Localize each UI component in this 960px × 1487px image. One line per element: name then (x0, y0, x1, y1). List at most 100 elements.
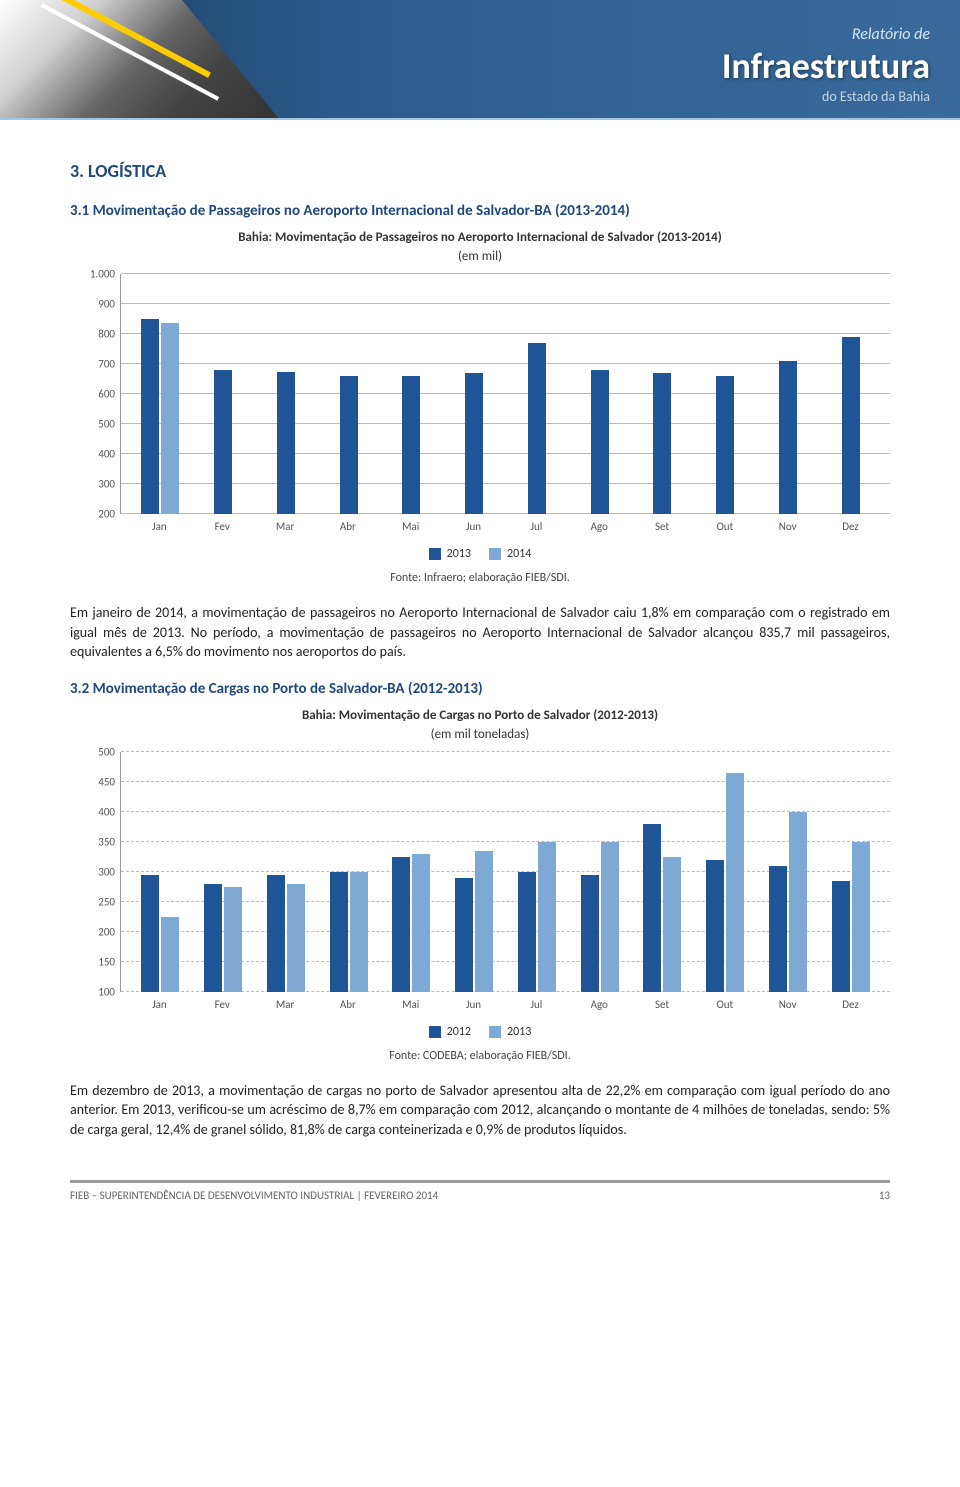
chart2-title: Bahia: Movimentação de Cargas no Porto d… (70, 708, 890, 723)
bar-group (192, 370, 255, 514)
x-tick-label: Jul (505, 998, 568, 1011)
x-tick-label: Fev (191, 998, 254, 1011)
y-tick-label: 800 (71, 328, 115, 341)
chart2-source: Fonte: CODEBA; elaboração FIEB/SDI. (70, 1049, 890, 1063)
bar (287, 884, 305, 992)
bar (475, 851, 493, 992)
bar (591, 370, 609, 514)
y-tick-label: 500 (71, 418, 115, 431)
bar (779, 361, 797, 514)
x-tick-label: Dez (819, 520, 882, 533)
chart2-plot-area: 100150200250300350400450500 (120, 752, 890, 992)
bar (653, 373, 671, 514)
y-tick-label: 400 (71, 448, 115, 461)
bar (277, 372, 295, 515)
y-tick-label: 300 (71, 865, 115, 878)
bar (726, 773, 744, 992)
bar (214, 370, 232, 514)
x-tick-label: Mai (379, 520, 442, 533)
legend-item: 2014 (489, 547, 531, 561)
bar-group (757, 361, 820, 514)
x-tick-label: Out (693, 520, 756, 533)
bar (518, 872, 536, 992)
paragraph-2: Em dezembro de 2013, a movimentação de c… (70, 1081, 890, 1140)
bar (538, 842, 556, 992)
bar (455, 878, 473, 992)
bar-group (694, 376, 757, 514)
y-tick-label: 300 (71, 478, 115, 491)
x-tick-label: Jan (128, 520, 191, 533)
x-tick-label: Nov (756, 998, 819, 1011)
bar-group (631, 824, 694, 992)
x-tick-label: Jun (442, 998, 505, 1011)
bar-group (694, 773, 757, 992)
header-title: Relatório de Infraestrutura do Estado da… (722, 25, 930, 105)
bar-group (380, 376, 443, 514)
x-tick-label: Nov (756, 520, 819, 533)
bar (161, 323, 179, 514)
y-tick-label: 350 (71, 835, 115, 848)
bar-group (443, 851, 506, 992)
y-tick-label: 1.000 (71, 268, 115, 281)
bar (832, 881, 850, 992)
y-tick-label: 200 (71, 508, 115, 521)
x-tick-label: Set (631, 520, 694, 533)
footer-page-number: 13 (879, 1189, 890, 1202)
y-tick-label: 250 (71, 895, 115, 908)
header-road-graphic (0, 0, 280, 120)
bar-group (317, 376, 380, 514)
bar-group (255, 875, 318, 992)
legend-label: 2013 (447, 547, 471, 561)
x-tick-label: Jan (128, 998, 191, 1011)
chart1-legend: 2013 2014 (70, 547, 890, 561)
bar-group (631, 373, 694, 514)
legend-swatch (489, 548, 501, 560)
bar (581, 875, 599, 992)
banner-pretitle: Relatório de (722, 25, 930, 44)
bar-group (380, 854, 443, 992)
bar (340, 376, 358, 514)
bar (392, 857, 410, 992)
bar (330, 872, 348, 992)
chart2-x-labels: JanFevMarAbrMaiJunJulAgoSetOutNovDez (120, 992, 890, 1011)
bar-group (506, 842, 569, 992)
paragraph-1: Em janeiro de 2014, a movimentação de pa… (70, 603, 890, 662)
x-tick-label: Abr (316, 998, 379, 1011)
y-tick-label: 500 (71, 745, 115, 758)
chart2: Bahia: Movimentação de Cargas no Porto d… (70, 708, 890, 1063)
bar-group (443, 373, 506, 514)
y-tick-label: 100 (71, 985, 115, 998)
x-tick-label: Set (631, 998, 694, 1011)
x-tick-label: Mar (254, 998, 317, 1011)
bar (412, 854, 430, 992)
bars-row (121, 752, 890, 992)
bar (769, 866, 787, 992)
chart1: Bahia: Movimentação de Passageiros no Ae… (70, 230, 890, 585)
y-tick-label: 450 (71, 775, 115, 788)
chart1-x-labels: JanFevMarAbrMaiJunJulAgoSetOutNovDez (120, 514, 890, 533)
chart1-units: (em mil) (70, 249, 890, 264)
bar (852, 842, 870, 992)
chart1-title: Bahia: Movimentação de Passageiros no Ae… (70, 230, 890, 245)
chart2-units: (em mil toneladas) (70, 727, 890, 742)
bar-group (757, 812, 820, 992)
legend-item: 2013 (489, 1025, 531, 1039)
x-tick-label: Abr (316, 520, 379, 533)
legend-label: 2014 (507, 547, 531, 561)
bar (789, 812, 807, 992)
bars-row (121, 274, 890, 514)
bar-group (192, 884, 255, 992)
x-tick-label: Ago (568, 520, 631, 533)
y-tick-label: 200 (71, 925, 115, 938)
footer-left: FIEB – SUPERINTENDÊNCIA DE DESENVOLVIMEN… (70, 1189, 438, 1202)
x-tick-label: Jun (442, 520, 505, 533)
bar (528, 343, 546, 514)
x-tick-label: Dez (819, 998, 882, 1011)
legend-swatch (429, 1026, 441, 1038)
x-tick-label: Fev (191, 520, 254, 533)
bar (842, 337, 860, 514)
bar (141, 875, 159, 992)
bar (601, 842, 619, 992)
bar (465, 373, 483, 514)
bar (267, 875, 285, 992)
